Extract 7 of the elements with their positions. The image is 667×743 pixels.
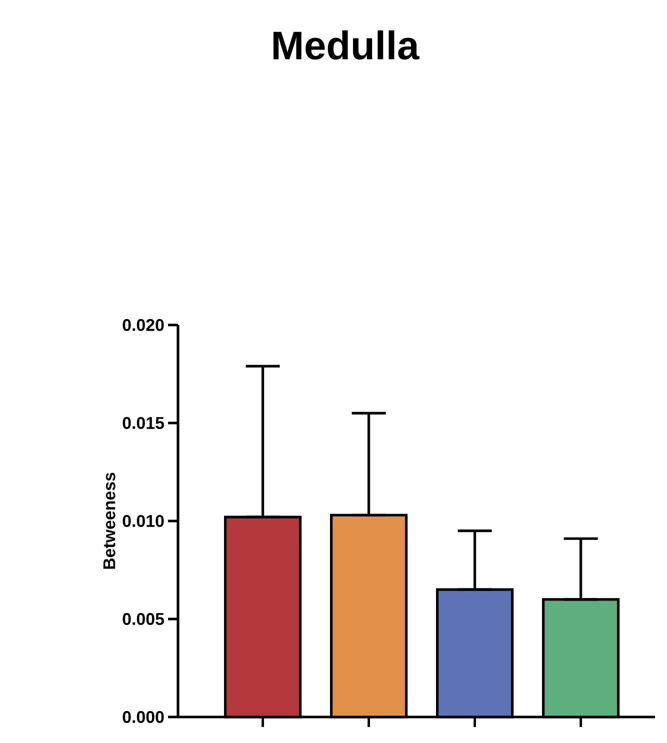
y-tick-label: 0.000 <box>122 711 164 723</box>
y-tick-label: 0.005 <box>122 613 164 625</box>
y-tick-label: 0.020 <box>122 319 164 331</box>
y-tick-label: 0.010 <box>122 515 164 527</box>
y-axis-title: Betweeness <box>103 472 116 569</box>
y-tick-label: 0.015 <box>122 417 164 429</box>
chart-title: Medulla <box>274 30 420 60</box>
